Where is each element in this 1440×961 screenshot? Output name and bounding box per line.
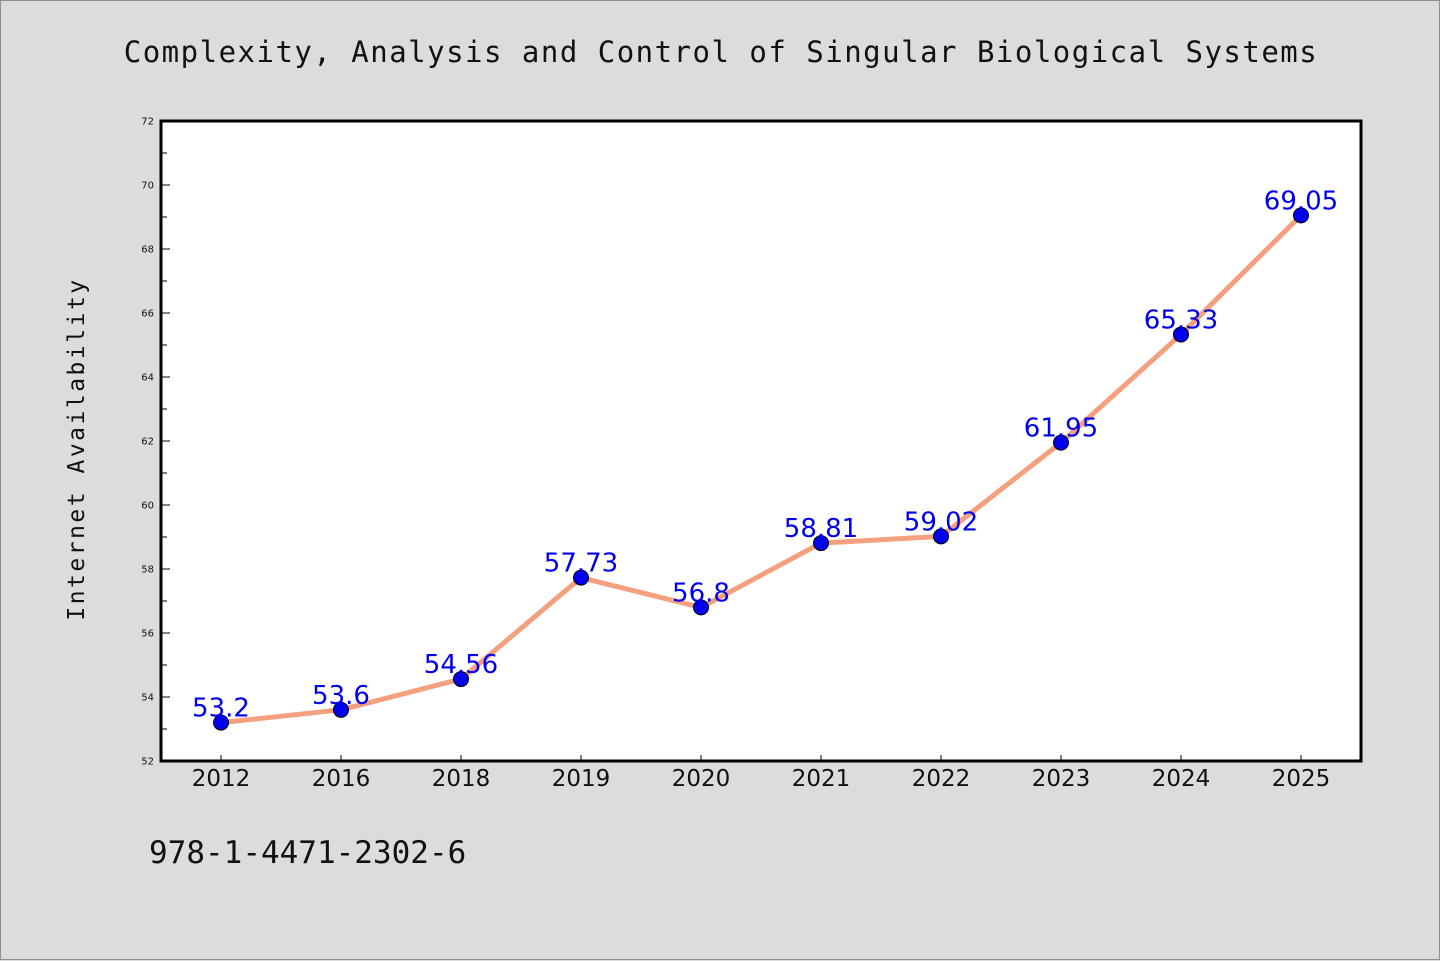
x-tick-label: 2020	[672, 766, 731, 792]
data-label: 54.56	[424, 650, 498, 680]
data-label: 59.02	[904, 507, 978, 537]
marker-layer	[213, 207, 1309, 731]
data-point	[1293, 207, 1309, 224]
data-label: 69.05	[1264, 186, 1338, 216]
x-tick-label: 2012	[192, 766, 251, 792]
data-point	[813, 535, 829, 552]
y-tick-label: 72	[141, 117, 154, 128]
x-tick-label: 2022	[912, 766, 971, 792]
data-point	[573, 569, 589, 586]
footer-code: 978-1-4471-2302-6	[149, 835, 467, 871]
x-tick-label: 2019	[552, 766, 611, 792]
data-label: 53.2	[192, 694, 250, 724]
data-label: 53.6	[312, 681, 370, 711]
y-tick-label: 68	[141, 245, 154, 256]
x-tick-label: 2021	[792, 766, 851, 792]
y-tick-label: 54	[141, 693, 154, 704]
data-point	[333, 701, 349, 718]
data-label: 61.95	[1024, 414, 1098, 444]
x-tick-label: 2018	[432, 766, 491, 792]
x-tick-label: 2024	[1152, 766, 1211, 792]
data-point	[693, 599, 709, 616]
data-point	[1173, 326, 1189, 343]
y-tick-label: 56	[141, 629, 154, 640]
x-tick-label: 2025	[1272, 766, 1331, 792]
data-point	[933, 528, 949, 545]
y-axis-ticks: 52 54 56 58 60 62 64 66 68 70 72	[141, 117, 170, 768]
y-tick-label: 64	[141, 373, 154, 384]
data-label: 58.81	[784, 514, 858, 544]
y-tick-label: 52	[141, 757, 154, 768]
y-tick-label: 70	[141, 181, 154, 192]
y-tick-label: 60	[141, 501, 154, 512]
data-label-layer: 53.2 53.6 54.56 57.73 56.8 58.81 59.02 61.95 65.…	[192, 186, 1338, 723]
series-line	[218, 212, 1304, 726]
plot-area	[159, 119, 1363, 763]
x-tick-label: 2016	[312, 766, 371, 792]
data-point	[1053, 434, 1069, 451]
data-label: 57.73	[544, 549, 618, 579]
y-tick-label: 62	[141, 437, 154, 448]
chart-title: Complexity, Analysis and Control of Sing…	[123, 35, 1319, 69]
data-label: 56.8	[672, 578, 730, 608]
x-tick-label: 2023	[1032, 766, 1091, 792]
y-tick-label: 58	[141, 565, 154, 576]
y-tick-label: 66	[141, 309, 154, 320]
data-point	[453, 671, 469, 688]
x-axis-ticks: 2012 2016 2018 2019 2020 2021 2022 2023 2024 2025	[192, 755, 1331, 792]
data-point	[213, 714, 229, 731]
data-label: 65.33	[1144, 305, 1218, 335]
series-layer	[218, 212, 1304, 726]
